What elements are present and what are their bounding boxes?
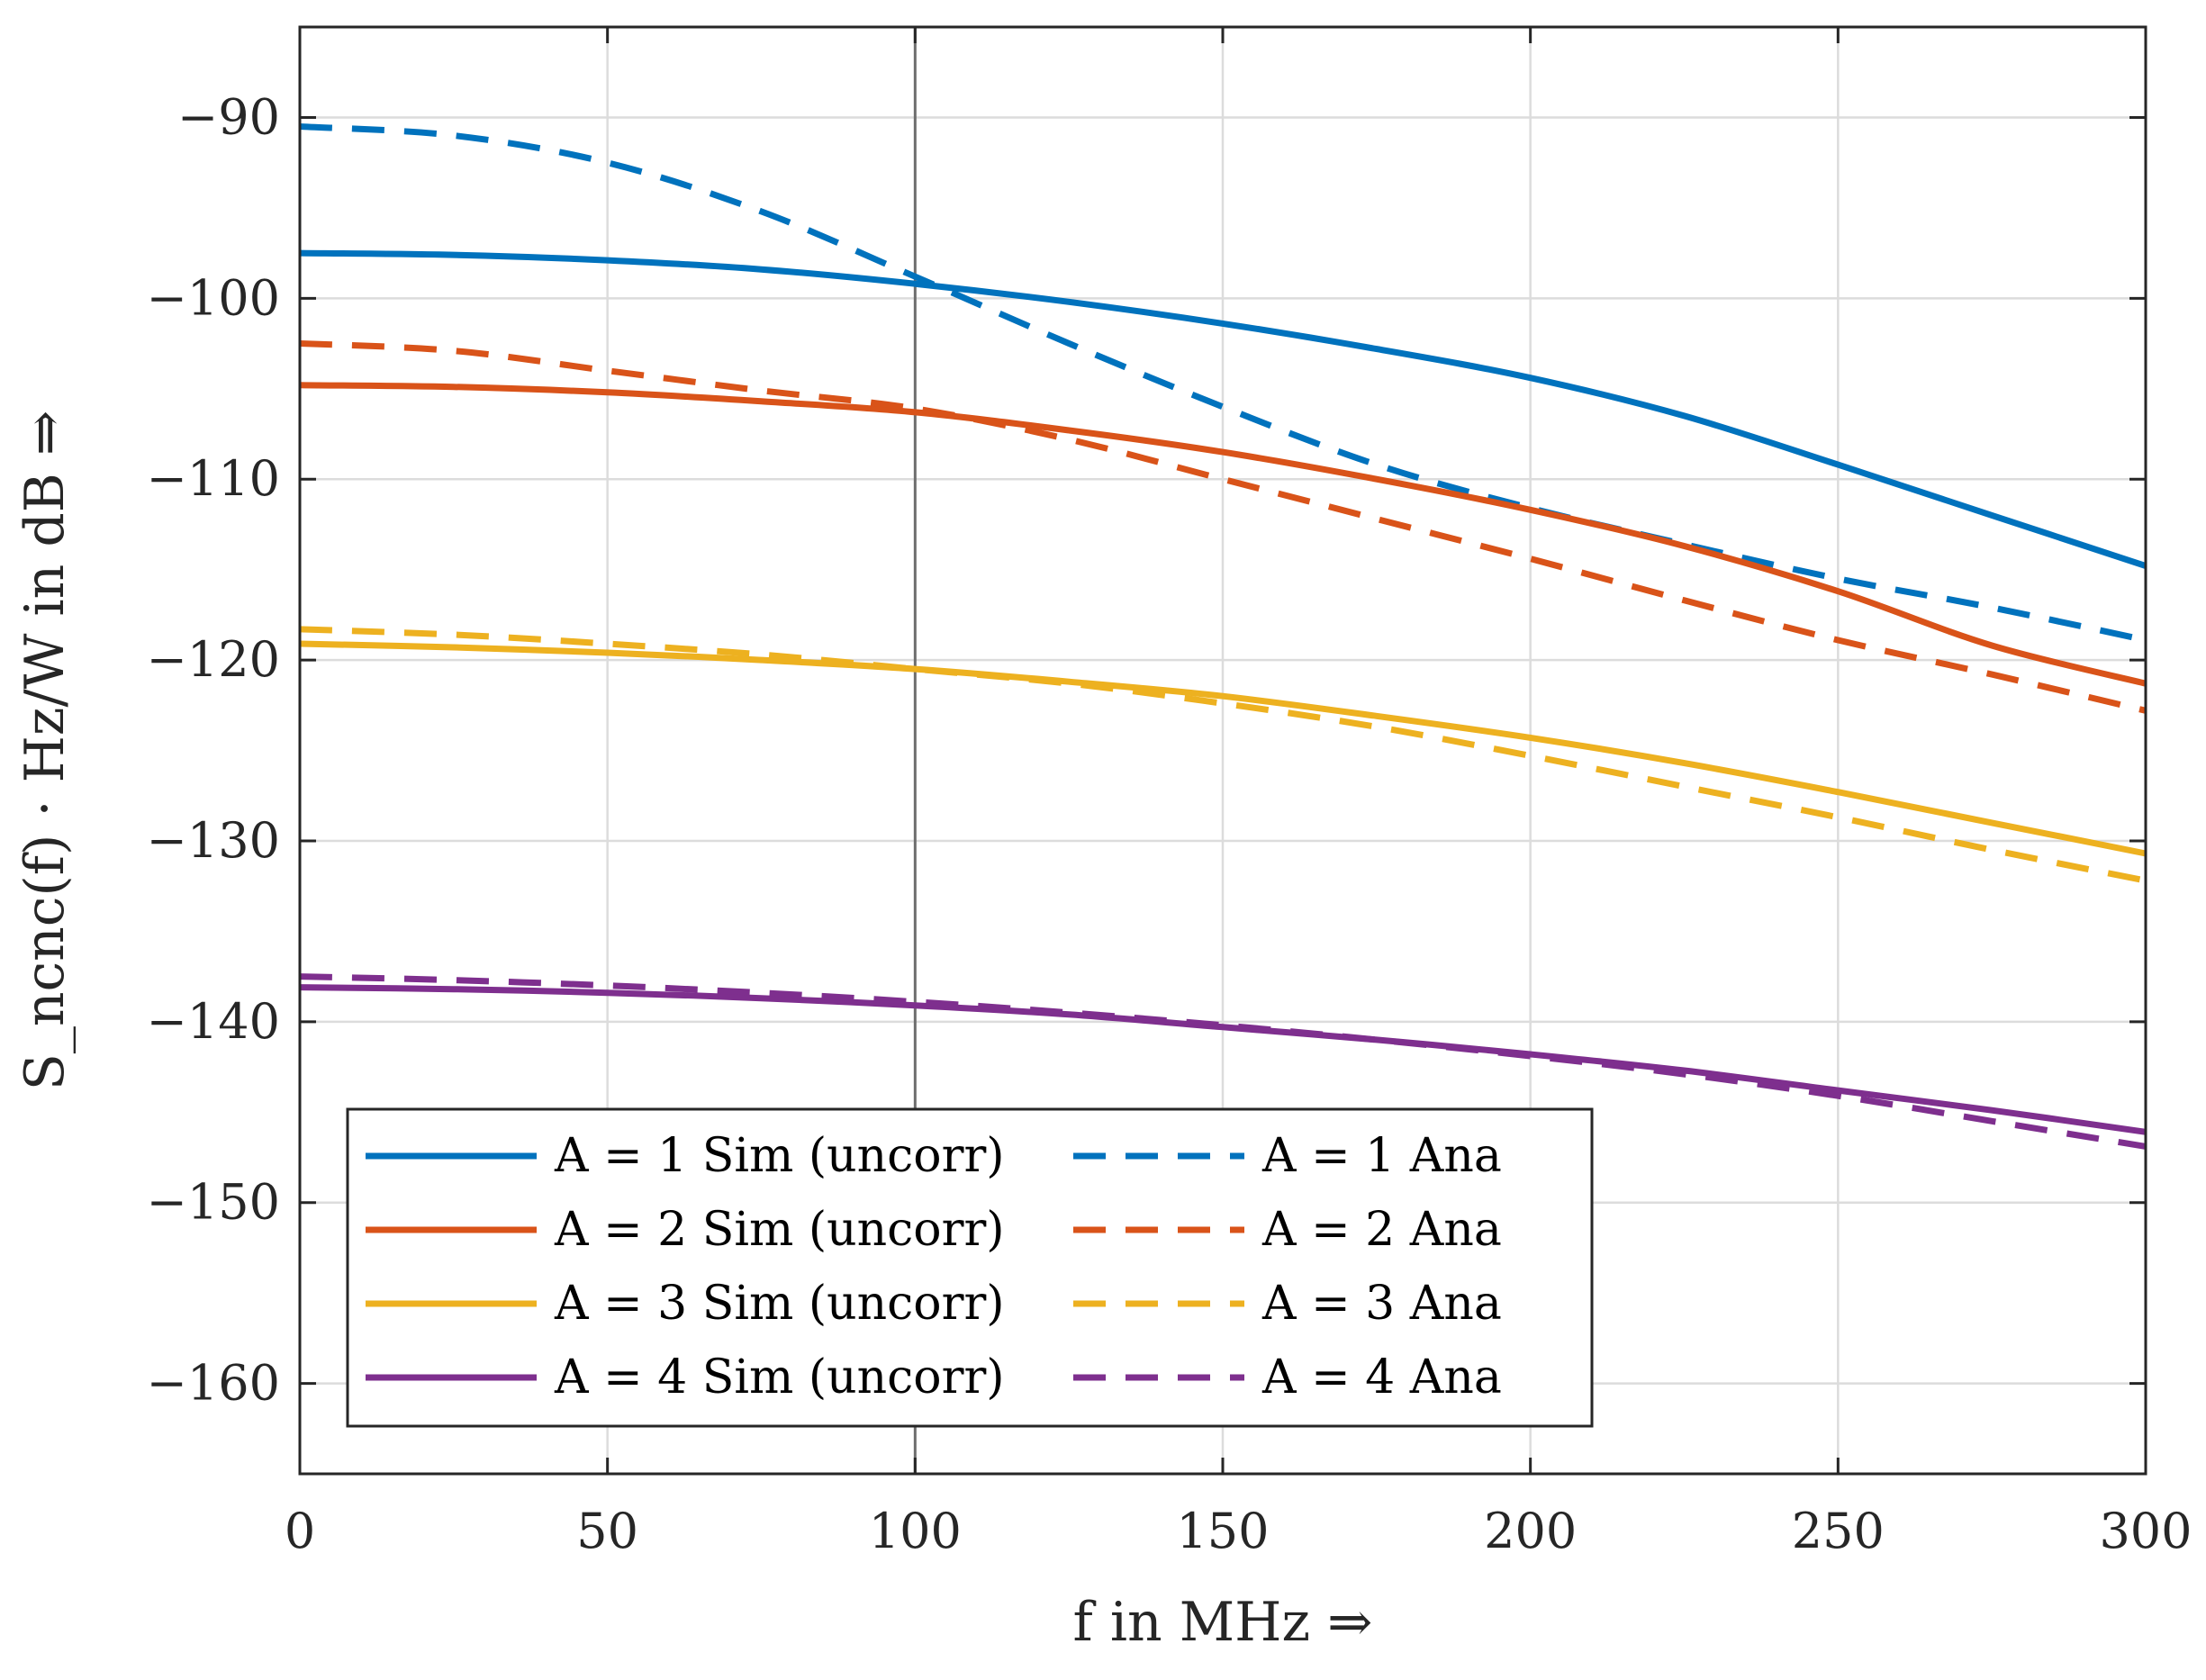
y-tick-label: −130 <box>147 812 280 869</box>
y-tick-label: −120 <box>147 631 280 688</box>
x-tick-label: 150 <box>1176 1503 1269 1559</box>
y-tick-label: −100 <box>147 269 280 326</box>
legend-label: A = 4 Ana <box>1261 1350 1502 1405</box>
legend-label: A = 1 Ana <box>1261 1129 1502 1183</box>
x-tick-label: 50 <box>576 1503 638 1559</box>
x-tick-label: 250 <box>1792 1503 1885 1559</box>
tick-layer: 0 50 100 150 200 250 300 −90 −100 −110 −120 −130 −14… <box>147 27 2192 1559</box>
legend-label: A = 3 Ana <box>1261 1277 1502 1331</box>
legend-label: A = 3 Sim (uncorr) <box>554 1277 1005 1331</box>
legend-label: A = 2 Ana <box>1261 1203 1502 1257</box>
y-tick-label: −140 <box>147 993 280 1050</box>
x-tick-label: 300 <box>2099 1503 2192 1559</box>
x-axis-label: f in MHz ⇒ <box>1073 1591 1373 1654</box>
y-tick-label: −160 <box>147 1355 280 1412</box>
y-tick-label: −150 <box>147 1174 280 1231</box>
series-a-2-ana <box>299 340 2147 714</box>
series-a-4-ana <box>299 973 2147 1150</box>
series-a-1-sim-uncorr <box>299 249 2147 569</box>
legend: A = 1 Sim (uncorr) A = 1 Ana A = 2 Sim (un… <box>346 1107 1594 1428</box>
series-a-4-sim-uncorr <box>299 984 2147 1135</box>
legend-label: A = 4 Sim (uncorr) <box>554 1350 1005 1405</box>
series-layer <box>299 123 2147 1150</box>
legend-box <box>346 1107 1594 1428</box>
x-tick-label: 200 <box>1484 1503 1577 1559</box>
y-tick-label: −110 <box>147 450 280 507</box>
legend-label: A = 1 Sim (uncorr) <box>554 1129 1005 1183</box>
legend-label: A = 2 Sim (uncorr) <box>554 1203 1005 1257</box>
x-tick-label: 100 <box>869 1503 962 1559</box>
y-tick-label: −90 <box>177 88 280 145</box>
series-a-3-sim-uncorr <box>299 640 2147 857</box>
y-axis-label: S_ncnc(f) · Hz/W in dB ⇒ <box>14 411 77 1090</box>
x-tick-label: 0 <box>285 1503 315 1559</box>
series-a-2-sim-uncorr <box>299 382 2147 687</box>
